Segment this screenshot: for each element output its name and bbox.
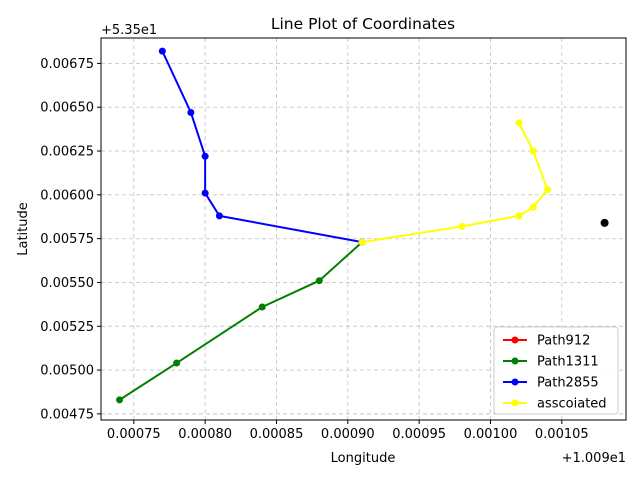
x-tick-label: 0.00100 (464, 427, 518, 442)
data-point-path1311 (315, 277, 323, 285)
data-point-asscoiated (544, 186, 552, 194)
y-axis-offset-label: +5.35e1 (101, 23, 157, 38)
data-point-asscoiated (529, 203, 537, 211)
data-point-path2855 (158, 47, 166, 55)
legend-label-asscoiated: asscoiated (537, 397, 607, 412)
legend-label-path912: Path912 (537, 334, 590, 349)
series-line-path2855 (161, 50, 363, 244)
y-tick-label: 0.00575 (40, 232, 94, 247)
x-axis-offset-label: +1.009e1 (562, 451, 626, 466)
y-tick-label: 0.00625 (40, 145, 94, 160)
legend-label-path1311: Path1311 (537, 355, 599, 370)
series-asscoiated (358, 119, 552, 246)
data-point-asscoiated (515, 119, 523, 127)
y-tick-label: 0.00650 (40, 101, 94, 116)
legend: Path912 Path1311 Path2855 asscoiated (493, 326, 619, 415)
data-point-path1311 (173, 359, 181, 367)
x-tick-label: 0.00085 (250, 427, 304, 442)
plot-frame (100, 37, 627, 421)
y-tick-label: 0.00675 (40, 57, 94, 72)
y-tick-label: 0.00600 (40, 188, 94, 203)
data-point-path2855 (187, 108, 195, 116)
legend-label-path2855: Path2855 (537, 376, 599, 391)
legend-marker-asscoiated (511, 399, 519, 407)
y-axis-ticks: 0.00475 0.00500 0.00525 0.00550 0.00575 0.006… (40, 57, 101, 422)
legend-marker-path1311 (511, 357, 519, 365)
data-point-asscoiated (529, 147, 537, 155)
x-tick-label: 0.00080 (178, 427, 232, 442)
legend-marker-path2855 (511, 378, 519, 386)
x-tick-label: 0.00095 (392, 427, 446, 442)
data-point-path2855 (201, 152, 209, 160)
data-point-path2855 (215, 212, 223, 220)
series-layer (116, 47, 609, 404)
data-point-extra (600, 218, 609, 227)
data-point-asscoiated (458, 222, 466, 230)
data-point-asscoiated (515, 212, 523, 220)
data-point-asscoiated (358, 238, 366, 246)
data-point-path1311 (116, 396, 124, 404)
data-point-path2855 (201, 189, 209, 197)
legend-box (493, 326, 619, 415)
x-tick-label: 0.00075 (107, 427, 161, 442)
x-tick-label: 0.00090 (321, 427, 375, 442)
series-path1311 (116, 238, 366, 404)
legend-marker-path912 (511, 336, 519, 344)
y-tick-label: 0.00525 (40, 320, 94, 335)
y-tick-label: 0.00475 (40, 407, 94, 422)
y-tick-label: 0.00550 (40, 276, 94, 291)
x-tick-label: 0.00105 (535, 427, 589, 442)
x-axis-label: Longitude (331, 451, 396, 466)
y-tick-label: 0.00500 (40, 364, 94, 379)
y-axis-label: Latitude (16, 202, 31, 256)
grid-lines (101, 38, 626, 420)
x-axis-ticks: 0.00075 0.00080 0.00085 0.00090 0.00095 0.001… (107, 420, 589, 442)
data-point-path1311 (258, 303, 266, 311)
chart-title: Line Plot of Coordinates (271, 15, 455, 33)
